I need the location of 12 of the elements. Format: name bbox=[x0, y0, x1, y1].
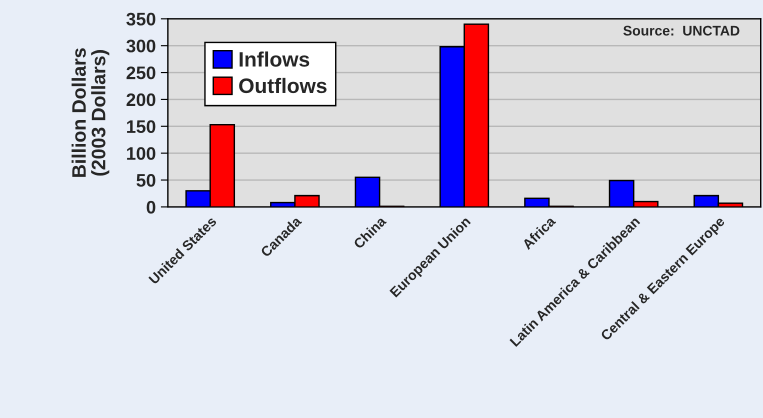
y-tick-label: 150 bbox=[127, 120, 156, 134]
annotation: Source: UNCTAD bbox=[623, 26, 740, 36]
y-axis-title: Billion Dollars (2003 Dollars) bbox=[72, 48, 110, 177]
y-tick-label: 100 bbox=[127, 147, 156, 160]
y-tick-label: 250 bbox=[126, 66, 156, 80]
legend-label: Outflows bbox=[239, 78, 327, 94]
y-tick-label: 350 bbox=[126, 12, 156, 26]
y-tick-label: 0 bbox=[146, 200, 156, 214]
y-tick-label: 50 bbox=[136, 174, 156, 187]
y-tick-label: 300 bbox=[126, 40, 156, 52]
y-tick-label: 200 bbox=[126, 93, 156, 106]
legend-label: Inflows bbox=[240, 51, 310, 67]
